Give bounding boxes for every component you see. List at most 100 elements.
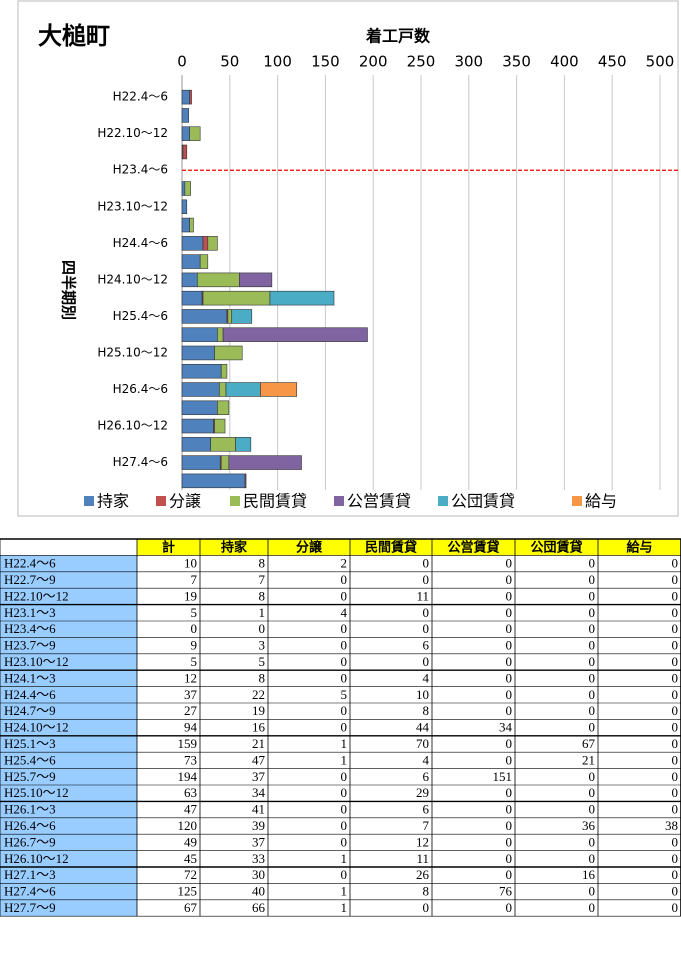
bar-segment — [181, 217, 190, 233]
table-cell: 5 — [259, 654, 266, 669]
bar-segment — [181, 309, 228, 324]
table-cell: 11 — [416, 851, 429, 866]
table-cell: 0 — [506, 556, 513, 571]
bar-segment — [260, 382, 298, 397]
table-cell: 0 — [506, 670, 513, 685]
table-cell: 0 — [589, 572, 596, 587]
table-cell: 37 — [252, 769, 266, 784]
table-cell: 0 — [506, 867, 513, 882]
bar-segment — [228, 455, 302, 470]
table-cell: 19 — [184, 588, 197, 603]
table-cell: 8 — [423, 703, 430, 718]
table-cell: 5 — [191, 605, 198, 620]
table-cell: 30 — [252, 867, 265, 882]
table-header: 計 — [162, 540, 175, 556]
legend-swatch — [156, 496, 166, 506]
row-label-bg — [0, 899, 137, 917]
bar-segment — [222, 327, 368, 342]
legend-swatch — [230, 496, 240, 506]
table-cell: 0 — [672, 638, 679, 653]
table-cell: 8 — [259, 588, 266, 603]
table-cell: 0 — [423, 572, 430, 587]
table-cell: 5 — [341, 687, 348, 702]
row-label-bg — [0, 735, 137, 753]
table-cell: 0 — [506, 818, 513, 833]
table-cell: 0 — [341, 572, 348, 587]
table-cell: 70 — [416, 736, 429, 751]
table-cell: 0 — [589, 670, 596, 685]
table-cell: 0 — [589, 834, 596, 849]
table-cell: 0 — [341, 654, 348, 669]
bar-segment — [181, 236, 204, 251]
table-cell: 67 — [184, 900, 198, 915]
table-header: 公団賃貸 — [530, 540, 582, 556]
table-cell: 0 — [672, 736, 679, 751]
table-cell: 0 — [589, 638, 596, 653]
row-label-bg — [0, 768, 137, 785]
table-cell: 159 — [178, 736, 198, 751]
table-cell: 29 — [416, 785, 429, 800]
table-cell: 0 — [341, 834, 348, 849]
bar-segment — [184, 181, 191, 196]
x-tick-label: 350 — [502, 53, 531, 71]
table-cell: 0 — [506, 736, 513, 751]
table-header: 持家 — [221, 540, 248, 556]
table-cell: 120 — [178, 818, 198, 833]
x-tick-label: 200 — [359, 53, 388, 71]
table-cell: 1 — [341, 736, 348, 751]
bar-segment — [202, 236, 209, 251]
table-cell: 3 — [259, 638, 266, 653]
table-cell: 4 — [423, 670, 430, 685]
row-label-bg — [0, 834, 137, 851]
row-label: H27.7～9 — [4, 900, 56, 915]
table-cell: 0 — [589, 884, 596, 899]
bar-segment — [181, 89, 190, 105]
bar-segment — [189, 126, 201, 141]
table-cell: 0 — [672, 605, 679, 620]
legend-label: 分譲 — [169, 492, 201, 511]
table-cell: 0 — [589, 703, 596, 718]
x-tick-label: 400 — [550, 53, 579, 71]
chart-frame — [17, 0, 679, 517]
table-cell: 0 — [589, 588, 596, 603]
y-tick-label: H22.10～12 — [97, 126, 168, 140]
table-cell: 0 — [259, 621, 266, 636]
table-cell: 0 — [341, 670, 348, 685]
table-cell: 10 — [416, 687, 429, 702]
table-cell: 0 — [423, 621, 430, 636]
bar-segment — [220, 363, 228, 379]
table-cell: 9 — [191, 638, 198, 653]
table-cell: 45 — [184, 851, 197, 866]
table-cell: 26 — [416, 867, 430, 882]
table-cell: 0 — [672, 588, 679, 603]
bar-segment — [199, 254, 209, 269]
y-tick-label: H24.4～6 — [113, 236, 168, 250]
table-cell: 1 — [341, 851, 348, 866]
table-cell: 8 — [259, 670, 266, 685]
table-cell: 16 — [582, 867, 596, 882]
table-cell: 1 — [259, 605, 266, 620]
table-cell: 36 — [582, 818, 596, 833]
row-label: H24.7～9 — [4, 703, 56, 718]
bar-segment — [181, 254, 201, 269]
x-tick-label: 100 — [263, 53, 292, 71]
table-header-bg — [137, 539, 681, 556]
table-cell: 21 — [252, 736, 265, 751]
table-cell: 0 — [506, 605, 513, 620]
table-cell: 0 — [672, 867, 679, 882]
table-cell: 0 — [672, 900, 679, 915]
row-label: H22.4～6 — [4, 556, 56, 571]
row-label: H26.4～6 — [4, 818, 56, 833]
table-cell: 40 — [252, 884, 265, 899]
bar-segment — [207, 236, 218, 251]
bar-segment — [217, 327, 224, 342]
table-cell: 19 — [252, 703, 265, 718]
table-cell: 0 — [672, 785, 679, 800]
row-label: H26.7～9 — [4, 834, 56, 849]
table-cell: 0 — [341, 785, 348, 800]
table-cell: 0 — [506, 588, 513, 603]
bar-segment — [244, 473, 247, 489]
table-cell: 44 — [416, 720, 430, 735]
table-cell: 0 — [672, 703, 679, 718]
